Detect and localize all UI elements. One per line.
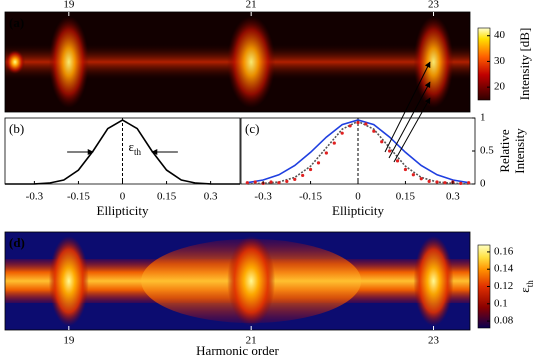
data-point	[411, 173, 415, 177]
symbol: ε	[129, 139, 135, 154]
y-tick-label: 0.5	[480, 145, 494, 157]
data-point	[364, 122, 368, 126]
data-point	[435, 180, 439, 184]
data-point	[301, 173, 305, 178]
colorbar	[477, 27, 491, 101]
x-tick-label: 23	[428, 0, 440, 11]
data-point	[340, 131, 344, 135]
y-axis-label: Relative	[497, 129, 512, 173]
colorbar-tick-label: 0.1	[494, 297, 508, 309]
x-tick-label: 0.15	[396, 191, 416, 203]
data-point	[395, 159, 400, 163]
data-point	[245, 181, 249, 185]
symbol-label: εth	[129, 139, 142, 157]
subscript: th	[134, 147, 142, 157]
heatmap-blob	[48, 16, 89, 108]
data-point	[459, 181, 463, 185]
heatmap-blob	[227, 236, 276, 326]
colorbar-tick-label: 0.08	[494, 315, 514, 327]
colorbar-tick-label: 0.12	[494, 280, 513, 292]
x-tick-label: -0.3	[26, 191, 44, 203]
x-tick-label: 0	[355, 191, 361, 203]
x-tick-label: 21	[246, 335, 257, 347]
x-tick-label: -0.3	[254, 191, 272, 203]
frame	[4, 11, 471, 113]
colorbar-tick-label: 20	[494, 81, 506, 93]
heatmap-blob	[5, 50, 25, 74]
data-point	[380, 140, 384, 144]
x-axis-label: Ellipticity	[97, 203, 149, 218]
x-axis-label: Ellipticity	[332, 203, 384, 218]
data-point	[348, 124, 352, 128]
data-point	[427, 179, 431, 183]
x-tick-label: 0.15	[157, 191, 177, 203]
data-point	[443, 181, 447, 185]
colorbar-tick-label: 0.14	[494, 263, 514, 275]
frame	[4, 231, 471, 331]
y-axis-label: Intensity	[512, 128, 527, 174]
heatmap-blob	[48, 236, 89, 326]
data-point	[285, 179, 289, 183]
heatmap-blob	[227, 16, 276, 108]
images	[4, 12, 476, 330]
data-point	[316, 161, 321, 165]
y-tick-label: 1	[480, 112, 486, 124]
subscript: th	[525, 280, 535, 288]
data-point	[419, 177, 423, 181]
data-line	[5, 119, 240, 185]
data-point	[332, 141, 336, 145]
data-point	[388, 149, 392, 153]
x-tick-label: 0.3	[446, 191, 460, 203]
data-point	[467, 181, 471, 185]
colorbar-label: Intensity [dB]	[517, 28, 532, 101]
data-point	[293, 177, 297, 181]
colorbar-tick-label: 40	[494, 29, 506, 41]
x-tick-label: 0	[120, 191, 126, 203]
data-point	[356, 121, 360, 125]
x-tick-label: 19	[63, 0, 75, 11]
x-tick-label: 23	[428, 335, 440, 347]
data-point	[324, 151, 328, 155]
panel-label: (a)	[9, 15, 24, 30]
connector-arrow	[393, 97, 431, 163]
colorbar-tick-label: 0.16	[494, 245, 514, 257]
symbol: ε	[517, 287, 532, 293]
overlays: 19 21 23 (a) 20 30 40 Intensity [dB] -0.3 -0.15 0 0…	[4, 0, 535, 358]
data-point	[308, 167, 313, 172]
x-tick-label: 0.3	[204, 191, 218, 203]
colorbar-tick-label: 30	[494, 55, 506, 67]
data-point	[277, 181, 281, 185]
data-point	[253, 180, 257, 184]
heatmap-blob	[413, 236, 454, 326]
data-point	[403, 167, 408, 172]
x-tick-label: -0.15	[299, 191, 322, 203]
data-point	[372, 129, 376, 133]
data-point	[269, 180, 273, 184]
x-tick-label: 19	[63, 335, 75, 347]
panel-label: (c)	[245, 121, 259, 136]
x-tick-label: -0.15	[67, 191, 90, 203]
symbol-label: εth	[517, 280, 535, 293]
x-axis-label: Harmonic order	[196, 343, 279, 358]
panel-label: (b)	[9, 121, 24, 136]
heatmap-blob	[413, 16, 454, 108]
connector-arrow	[384, 61, 431, 153]
x-tick-label: 21	[246, 0, 257, 11]
panel-label: (d)	[9, 235, 25, 250]
connector-arrow	[388, 81, 431, 159]
y-tick-label: 0	[480, 178, 486, 190]
data-line	[247, 119, 469, 184]
